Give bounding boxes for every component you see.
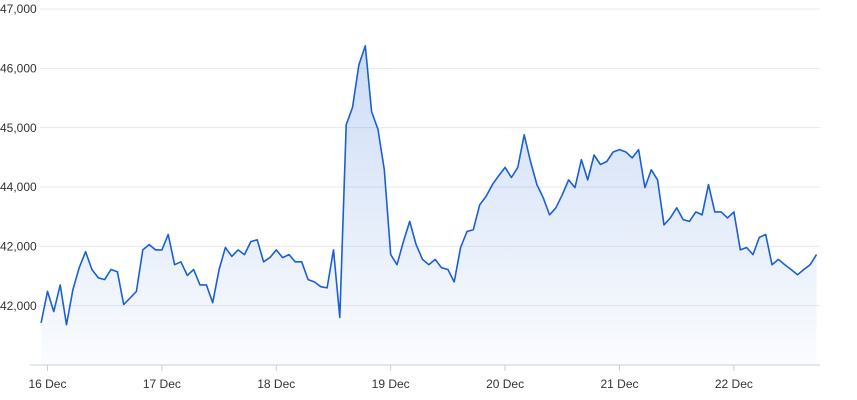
x-tick-label: 18 Dec: [257, 377, 295, 391]
x-tick-label: 19 Dec: [372, 377, 410, 391]
x-tick-label: 20 Dec: [486, 377, 524, 391]
x-tick-label: 16 Dec: [28, 377, 66, 391]
y-tick-label: 46,000: [0, 62, 37, 76]
line: [40, 45, 818, 326]
y-tick-label: 47,000: [0, 2, 37, 16]
x-tick-label: 22 Dec: [715, 377, 753, 391]
y-tick-label: 44,000: [0, 180, 37, 194]
x-tick-label: 21 Dec: [600, 377, 638, 391]
y-tick-label: 42,000: [0, 299, 37, 313]
x-tick-label: 17 Dec: [143, 377, 181, 391]
area: [41, 45, 817, 366]
y-tick-label: 42,000: [0, 240, 37, 254]
y-tick-label: 45,000: [0, 121, 37, 135]
